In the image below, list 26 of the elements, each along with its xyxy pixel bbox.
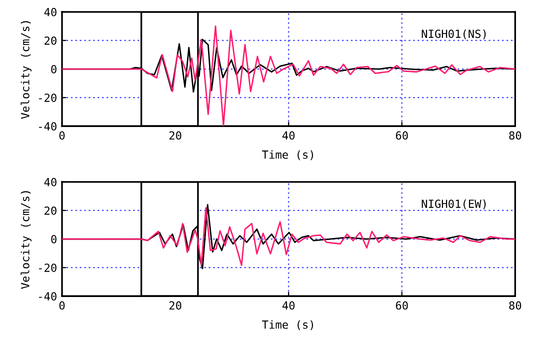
x-tick-label: 60 xyxy=(396,131,408,140)
x-axis-title: Time (s) xyxy=(262,320,314,330)
y-tick-label: -20 xyxy=(39,264,56,272)
x-tick-label: 80 xyxy=(509,301,522,310)
annotation: NIGH01(EW) xyxy=(422,199,486,210)
y-tick-label: 0 xyxy=(51,65,56,74)
annotation: NIGH01(NS) xyxy=(422,29,486,40)
x-tick-label: 20 xyxy=(169,301,182,310)
y-tick-label: 40 xyxy=(44,8,56,16)
y-tick-label: -20 xyxy=(39,94,56,102)
x-tick-label: 80 xyxy=(509,131,522,140)
y-tick-label: 40 xyxy=(44,178,56,186)
y-tick-label: -40 xyxy=(39,122,56,131)
x-tick-label: 0 xyxy=(59,301,65,310)
x-tick-label: 60 xyxy=(396,301,408,310)
x-axis-title: Time (s) xyxy=(262,150,314,160)
y-axis-title: Velocity (cm/s) xyxy=(20,21,32,119)
x-tick-label: 0 xyxy=(59,131,65,140)
y-tick-label: -40 xyxy=(39,292,56,301)
y-tick-label: 0 xyxy=(51,235,56,244)
y-tick-label: 20 xyxy=(44,206,56,215)
y-tick-label: 20 xyxy=(44,36,56,45)
x-tick-label: 40 xyxy=(282,301,295,310)
y-axis-title: Velocity (cm/s) xyxy=(20,191,32,289)
x-tick-label: 40 xyxy=(282,131,295,140)
x-tick-label: 20 xyxy=(169,131,182,140)
